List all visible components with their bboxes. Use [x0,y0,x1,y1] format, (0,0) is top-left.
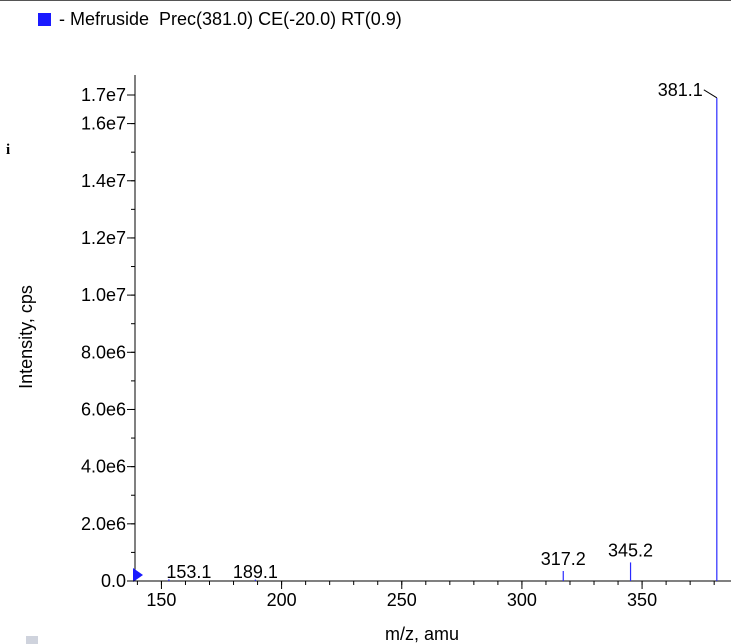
y-tick-label: 1.0e7 [81,285,126,305]
y-axis-ticks: 0.0 2.0e6 4.0e6 6.0e6 8.0e6 1.0e7 1.2e7 1.4e7 1.… [81,85,135,591]
peak-label: 345.2 [608,540,653,560]
legend-swatch [38,12,51,26]
y-tick-label: 0.0 [101,571,126,591]
y-axis-label: Intensity, cps [16,285,36,389]
y-tick-label: 6.0e6 [81,399,126,419]
peak-label: 153.1 [166,562,211,582]
legend-label: - Mefruside Prec(381.0) CE(-20.0) RT(0.9… [59,8,402,29]
y-tick-label: 1.6e7 [81,114,126,134]
x-tick-label: 250 [387,590,417,610]
y-tick-label: 1.7e7 [81,85,126,105]
y-tick-label: 4.0e6 [81,457,126,477]
peaks: 153.1 189.1 317.2 345.2 381.1 [166,80,718,582]
top-rule [0,0,731,1]
peak-label: 317.2 [541,549,586,569]
peak-label: 381.1 [658,80,703,100]
x-axis-ticks: 150 200 250 300 350 [136,581,715,610]
legend: - Mefruside Prec(381.0) CE(-20.0) RT(0.9… [38,8,402,30]
y-tick-label: 2.0e6 [81,514,126,534]
x-axis-label: m/z, amu [385,624,459,644]
y-tick-label: 8.0e6 [81,342,126,362]
x-tick-label: 300 [507,590,537,610]
peak-label-leader [703,89,718,99]
axes [133,75,731,582]
bottom-corner-mark [26,636,38,644]
side-label: i [6,142,11,158]
x-tick-label: 150 [146,590,176,610]
x-tick-label: 350 [627,590,657,610]
y-tick-label: 1.2e7 [81,228,126,248]
y-tick-label: 1.4e7 [81,171,126,191]
peak-label: 189.1 [233,562,278,582]
origin-marker [133,568,143,582]
x-tick-label: 200 [267,590,297,610]
